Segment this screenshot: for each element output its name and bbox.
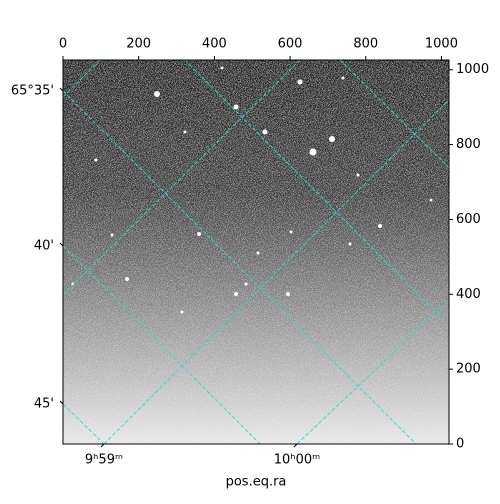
ra-tick-label: 10ʰ00ᵐ — [274, 453, 320, 468]
y-tick-label: 1000 — [456, 62, 489, 77]
y-tick-label: 600 — [456, 212, 481, 227]
x-tick-label: 600 — [278, 37, 303, 52]
x-tick-label: 200 — [126, 37, 151, 52]
dec-tick — [59, 242, 64, 247]
dec-tick-label: 40' — [34, 239, 54, 254]
ra-tick-label: 9ʰ59ᵐ — [85, 453, 123, 468]
x-tick-label: 1000 — [425, 37, 458, 52]
x-tick-label: 0 — [59, 37, 67, 52]
dec-tick — [59, 400, 64, 405]
x-axis-label: pos.eq.ra — [226, 475, 287, 490]
x-tick-label: 400 — [202, 37, 227, 52]
sky-image — [63, 60, 449, 444]
y-tick-label: 800 — [456, 137, 481, 152]
dec-tick-label: 65°35' — [11, 84, 54, 99]
coordinate-grid — [63, 60, 449, 444]
y-tick-label: 0 — [456, 437, 464, 452]
y-tick-label: 400 — [456, 287, 481, 302]
y-tick-label: 200 — [456, 362, 481, 377]
ra-tick — [100, 443, 105, 448]
frame — [62, 59, 450, 445]
x-tick-label: 800 — [353, 37, 378, 52]
ra-tick — [293, 443, 298, 448]
dec-tick — [59, 87, 64, 92]
dec-tick-label: 45' — [34, 397, 54, 412]
